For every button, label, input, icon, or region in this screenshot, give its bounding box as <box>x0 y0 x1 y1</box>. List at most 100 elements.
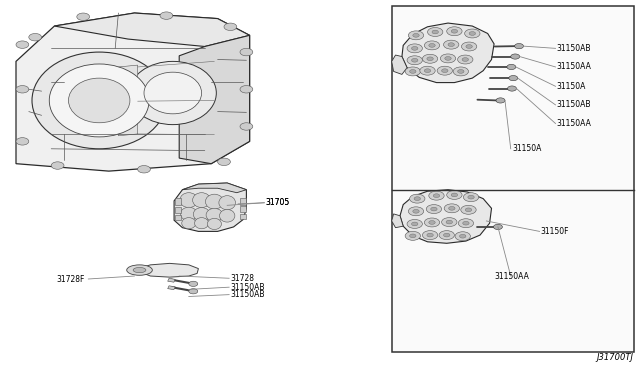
Circle shape <box>447 27 462 36</box>
Circle shape <box>451 29 458 33</box>
Text: 31150AB: 31150AB <box>557 44 591 53</box>
Circle shape <box>424 218 440 227</box>
Polygon shape <box>118 65 138 136</box>
Circle shape <box>218 158 230 166</box>
Polygon shape <box>392 55 407 74</box>
Circle shape <box>405 67 420 76</box>
Circle shape <box>511 54 520 59</box>
Text: 31150F: 31150F <box>541 227 570 236</box>
Ellipse shape <box>127 265 152 275</box>
Text: 31728: 31728 <box>230 274 254 283</box>
Text: 31150AA: 31150AA <box>557 62 591 71</box>
Circle shape <box>414 197 420 201</box>
Bar <box>175 207 181 213</box>
Text: 31150AB: 31150AB <box>230 290 265 299</box>
Circle shape <box>412 222 418 226</box>
Text: 31150AB: 31150AB <box>230 283 265 292</box>
Ellipse shape <box>68 78 130 123</box>
Polygon shape <box>174 183 246 231</box>
Text: 31150A: 31150A <box>557 82 586 91</box>
Circle shape <box>451 193 458 197</box>
Text: 31705: 31705 <box>266 198 290 207</box>
Circle shape <box>442 69 448 73</box>
Circle shape <box>422 231 438 240</box>
Circle shape <box>189 281 198 286</box>
Circle shape <box>412 46 418 50</box>
Circle shape <box>466 45 472 48</box>
Circle shape <box>453 67 468 76</box>
Text: J31700TJ: J31700TJ <box>596 353 634 362</box>
Circle shape <box>447 190 462 199</box>
Bar <box>392 6 634 352</box>
Circle shape <box>458 55 473 64</box>
Polygon shape <box>182 183 246 193</box>
Circle shape <box>508 86 516 91</box>
Circle shape <box>426 205 442 214</box>
Circle shape <box>51 162 64 169</box>
Circle shape <box>461 42 477 51</box>
Circle shape <box>408 31 424 40</box>
Circle shape <box>424 69 431 73</box>
Circle shape <box>433 194 440 198</box>
Circle shape <box>429 221 435 224</box>
Text: 31728F: 31728F <box>57 275 85 284</box>
Circle shape <box>427 57 433 61</box>
Ellipse shape <box>182 218 196 229</box>
Bar <box>175 198 181 205</box>
Circle shape <box>455 232 470 241</box>
Circle shape <box>413 33 419 37</box>
Circle shape <box>461 205 476 214</box>
Circle shape <box>460 234 466 238</box>
Ellipse shape <box>32 52 166 149</box>
Ellipse shape <box>193 208 210 221</box>
Circle shape <box>413 209 419 213</box>
Circle shape <box>407 219 422 228</box>
Circle shape <box>428 28 443 36</box>
Ellipse shape <box>206 208 223 222</box>
Bar <box>168 278 175 282</box>
Text: 31150AA: 31150AA <box>495 272 529 280</box>
Ellipse shape <box>193 193 211 208</box>
Circle shape <box>189 289 198 294</box>
Polygon shape <box>400 190 492 243</box>
Circle shape <box>405 231 420 240</box>
Circle shape <box>446 220 452 224</box>
Ellipse shape <box>180 207 197 221</box>
Circle shape <box>410 234 416 238</box>
Circle shape <box>240 86 253 93</box>
Text: 31150A: 31150A <box>512 144 541 153</box>
Ellipse shape <box>129 61 216 125</box>
Circle shape <box>422 54 438 63</box>
Circle shape <box>412 58 418 62</box>
Circle shape <box>429 44 435 47</box>
Polygon shape <box>402 23 494 83</box>
Circle shape <box>442 218 457 227</box>
Circle shape <box>427 233 433 237</box>
Circle shape <box>444 233 450 237</box>
Circle shape <box>431 207 437 211</box>
Circle shape <box>507 64 516 70</box>
Circle shape <box>410 70 416 73</box>
Bar <box>240 214 246 219</box>
Circle shape <box>496 98 505 103</box>
Bar <box>240 198 246 205</box>
Ellipse shape <box>144 72 202 114</box>
Circle shape <box>463 193 479 202</box>
Circle shape <box>462 58 468 61</box>
Circle shape <box>445 57 451 60</box>
Circle shape <box>444 40 459 49</box>
Circle shape <box>407 56 422 65</box>
Circle shape <box>458 70 464 73</box>
Ellipse shape <box>220 209 235 222</box>
Text: 31150AA: 31150AA <box>557 119 591 128</box>
Bar <box>175 215 181 220</box>
Ellipse shape <box>195 218 209 229</box>
Circle shape <box>424 41 440 50</box>
Circle shape <box>468 195 474 199</box>
Circle shape <box>437 66 452 75</box>
Circle shape <box>138 166 150 173</box>
Circle shape <box>463 221 469 225</box>
Ellipse shape <box>180 193 198 208</box>
Bar <box>240 206 246 212</box>
Text: 31705: 31705 <box>266 198 290 207</box>
